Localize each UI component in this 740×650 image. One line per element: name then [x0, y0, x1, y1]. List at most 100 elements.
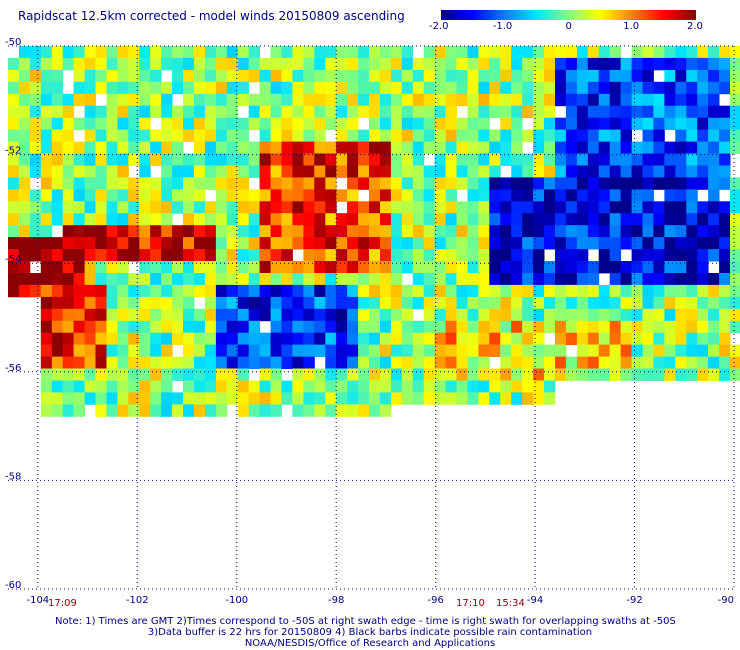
heatmap-cell [248, 225, 261, 238]
heatmap-cell [237, 177, 250, 190]
heatmap-cell [642, 213, 654, 226]
heatmap-cell [204, 141, 217, 154]
heatmap-cell [445, 177, 457, 190]
heatmap-cell [51, 69, 64, 83]
heatmap-cell [51, 273, 64, 286]
heatmap-cell [150, 249, 162, 262]
heatmap-cell [336, 284, 348, 298]
heatmap-cell [576, 296, 589, 310]
heatmap-cell [117, 177, 129, 190]
heatmap-cell [237, 93, 250, 107]
heatmap-cell [631, 296, 643, 310]
heatmap-cell [478, 225, 490, 238]
heatmap-cell [150, 105, 162, 119]
heatmap-cell [95, 320, 107, 334]
heatmap-cell [653, 105, 665, 119]
heatmap-cell [161, 129, 173, 142]
heatmap-cell [128, 296, 140, 310]
heatmap-cell [555, 261, 567, 274]
heatmap-cell [620, 308, 632, 322]
heatmap-cell [73, 189, 85, 202]
colorbar-segment [534, 10, 538, 20]
heatmap-cell [686, 69, 698, 83]
heatmap-cell [587, 284, 600, 298]
heatmap-cell [390, 344, 403, 357]
heatmap-cell [281, 69, 293, 83]
heatmap-cell [117, 344, 129, 357]
heatmap-cell [40, 368, 53, 381]
heatmap-cell [511, 284, 523, 298]
heatmap-cell [303, 201, 315, 214]
heatmap-cell [215, 213, 228, 226]
heatmap-cell [248, 153, 261, 166]
heatmap-cell [303, 165, 315, 178]
heatmap-cell [226, 332, 239, 346]
heatmap-cell [106, 249, 118, 262]
heatmap-cell [95, 284, 107, 298]
heatmap-cell [18, 237, 31, 250]
heatmap-cell [423, 141, 436, 154]
heatmap-cell [598, 189, 611, 202]
colorbar-segment [495, 10, 499, 20]
heatmap-cell [664, 320, 676, 334]
heatmap-cell [587, 129, 600, 142]
heatmap-cell [325, 296, 337, 310]
heatmap-cell [303, 237, 315, 250]
heatmap-cell [172, 177, 184, 190]
heatmap-cell [336, 368, 348, 381]
heatmap-cell [336, 237, 348, 250]
heatmap-cell [380, 177, 392, 190]
heatmap-cell [40, 213, 53, 226]
heatmap-cell [631, 273, 643, 286]
heatmap-cell [194, 368, 206, 381]
heatmap-cell [204, 368, 217, 381]
heatmap-cell [139, 225, 151, 238]
heatmap-cell [259, 189, 271, 202]
heatmap-cell [117, 404, 129, 417]
heatmap-cell [708, 296, 720, 310]
heatmap-cell [51, 153, 64, 166]
heatmap-cell [336, 117, 348, 131]
heatmap-cell [347, 46, 359, 59]
colorbar-segment [513, 10, 517, 20]
heatmap-cell [347, 165, 359, 178]
heatmap-cell [369, 117, 381, 131]
heatmap-cell [478, 284, 490, 298]
heatmap-cell [314, 284, 326, 298]
heatmap-cell [445, 129, 457, 142]
heatmap-cell [325, 332, 337, 346]
heatmap-cell [412, 57, 425, 71]
heatmap-cell [412, 81, 425, 95]
heatmap-cell [172, 284, 184, 298]
heatmap-cell [719, 273, 731, 286]
heatmap-cell [303, 261, 315, 274]
heatmap-cell [106, 308, 118, 322]
heatmap-cell [576, 261, 589, 274]
heatmap-cell [161, 344, 173, 357]
heatmap-cell [259, 284, 271, 298]
heatmap-cell [369, 261, 381, 274]
heatmap-cell [565, 201, 578, 214]
heatmap-cell [708, 177, 720, 190]
heatmap-cell [664, 237, 676, 250]
heatmap-cell [358, 81, 370, 95]
heatmap-cell [576, 201, 589, 214]
heatmap-cell [183, 117, 195, 131]
heatmap-cell [565, 284, 578, 298]
heatmap-cell [106, 380, 118, 393]
heatmap-cell [642, 332, 654, 346]
heatmap-cell [270, 105, 282, 119]
heatmap-cell [18, 273, 31, 286]
heatmap-cell [347, 117, 359, 131]
heatmap-cell [303, 392, 315, 405]
heatmap-cell [347, 284, 359, 298]
heatmap-cell [664, 284, 676, 298]
heatmap-cell [336, 392, 348, 405]
heatmap-cell [719, 201, 731, 214]
heatmap-cell [533, 105, 545, 119]
heatmap-cell [390, 392, 403, 405]
heatmap-cell [609, 153, 622, 166]
heatmap-cell [226, 46, 239, 59]
heatmap-cell [128, 284, 140, 298]
colorbar-segment [663, 10, 667, 20]
